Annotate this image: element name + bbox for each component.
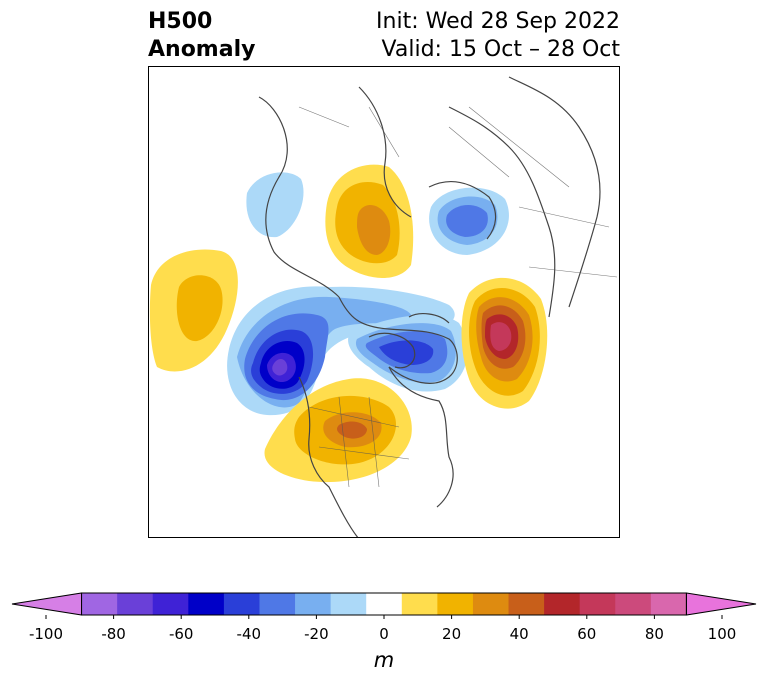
- eastern-pacific-ridge: [149, 249, 238, 372]
- colorbar-under-arrow: [11, 592, 83, 616]
- colorbar-bin: [188, 593, 225, 615]
- borders: [298, 106, 618, 488]
- colorbar-bin: [117, 593, 154, 615]
- colorbar-unit: m: [373, 648, 395, 672]
- colorbar-bin: [259, 593, 296, 615]
- colorbar-bin: [223, 593, 260, 615]
- colorbar-bin: [579, 593, 616, 615]
- colorbar-tick-label: -100: [28, 625, 64, 643]
- colorbar-bin: [330, 593, 367, 615]
- europe-ridge: [325, 164, 414, 278]
- field-type: Anomaly: [148, 37, 256, 62]
- init-date: Init: Wed 28 Sep 2022: [376, 9, 620, 34]
- central-us-ridge: [264, 378, 412, 483]
- title-right: Init: Wed 28 Sep 2022 Valid: 15 Oct – 28…: [376, 8, 620, 64]
- colorbar-tick-label: 80: [644, 625, 664, 643]
- colorbar-bin: [295, 593, 332, 615]
- colorbar-tick-label: -80: [101, 625, 126, 643]
- east-asia-ridge: [461, 277, 548, 409]
- colorbar-bin: [437, 593, 474, 615]
- colorbar-bin: [152, 593, 189, 615]
- valid-range: Valid: 15 Oct – 28 Oct: [381, 37, 620, 62]
- colorbar-tick-label: -20: [304, 625, 329, 643]
- colorbar-tick-label: 100: [707, 625, 737, 643]
- title-left: H500 Anomaly: [148, 8, 255, 64]
- map-panel: [148, 66, 620, 538]
- colorbar-tick-label: 0: [379, 625, 389, 643]
- colorbar-tick-label: 20: [442, 625, 462, 643]
- colorbar: [11, 592, 757, 619]
- colorbar-bin: [508, 593, 545, 615]
- colorbar-tick-label: 60: [577, 625, 597, 643]
- colorbar-bin: [401, 593, 438, 615]
- anomaly-map: [149, 67, 619, 537]
- colorbar-bin: [366, 593, 403, 615]
- colorbar-bin: [650, 593, 687, 615]
- colorbar-bin: [81, 593, 118, 615]
- scandinavia-trough: [246, 172, 304, 238]
- colorbar-bin: [544, 593, 581, 615]
- colorbar-tick-label: 40: [509, 625, 529, 643]
- colorbar-tick-label: -40: [236, 625, 262, 643]
- field-name: H500: [148, 9, 213, 34]
- colorbar-bin: [615, 593, 652, 615]
- siberia-trough: [429, 187, 509, 255]
- colorbar-tick-label: -60: [168, 625, 194, 643]
- colorbar-over-arrow: [685, 592, 757, 616]
- colorbar-bin: [472, 593, 510, 615]
- coastlines: [258, 76, 601, 537]
